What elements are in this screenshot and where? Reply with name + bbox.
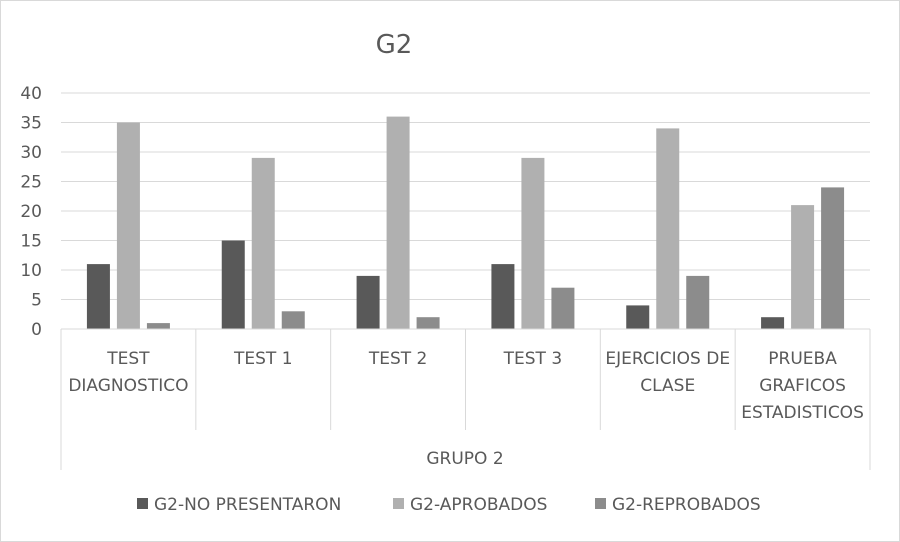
bar <box>221 240 245 329</box>
legend-label: G2-NO PRESENTARON <box>154 495 341 515</box>
y-axis-ticks: 0 5 10 15 20 25 30 35 40 <box>20 84 42 340</box>
bar <box>791 205 815 329</box>
legend: G2-NO PRESENTARON G2-APROBADOS G2-REPROBAD… <box>137 495 761 515</box>
bar <box>386 116 410 329</box>
bar <box>821 187 845 329</box>
y-tick-label: 15 <box>20 232 42 252</box>
legend-swatch <box>595 498 606 509</box>
category-labels: TEST DIAGNOSTICO TEST 1 TEST 2 TEST 3 EJERCIC… <box>68 349 864 423</box>
y-tick-label: 25 <box>20 173 42 193</box>
legend-swatch <box>137 498 148 509</box>
bar <box>551 287 575 329</box>
x-tick-label: PRUEBA <box>768 349 837 369</box>
x-tick-label: CLASE <box>640 376 695 396</box>
bar <box>686 275 710 329</box>
y-tick-label: 10 <box>20 261 42 281</box>
x-tick-label: ESTADISTICOS <box>741 403 864 423</box>
bar <box>356 275 380 329</box>
bar <box>761 317 785 329</box>
x-tick-label: TEST 1 <box>233 349 293 369</box>
y-tick-label: 0 <box>31 320 42 340</box>
x-tick-label: EJERCICIOS DE <box>605 349 730 369</box>
bar <box>626 305 650 329</box>
y-tick-label: 40 <box>20 84 42 104</box>
bar <box>146 323 170 329</box>
legend-label: G2-APROBADOS <box>410 495 547 515</box>
bar <box>86 264 110 329</box>
x-tick-label: DIAGNOSTICO <box>68 376 188 396</box>
bar <box>656 128 680 329</box>
bar <box>416 317 440 329</box>
chart-title: G2 <box>376 30 413 60</box>
bar <box>251 157 275 329</box>
y-tick-label: 20 <box>20 202 42 222</box>
gridlines <box>61 92 870 300</box>
y-tick-label: 35 <box>20 114 42 134</box>
y-tick-label: 5 <box>31 291 42 311</box>
y-tick-label: 30 <box>20 143 42 163</box>
bar <box>491 264 515 329</box>
bar <box>521 157 545 329</box>
legend-label: G2-REPROBADOS <box>612 495 761 515</box>
x-tick-label: TEST 3 <box>503 349 563 369</box>
legend-swatch <box>393 498 404 509</box>
bars <box>86 116 845 329</box>
group-label: GRUPO 2 <box>426 449 503 469</box>
bar <box>116 122 140 329</box>
x-tick-label: GRAFICOS <box>759 376 846 396</box>
bar <box>281 311 305 329</box>
x-axis <box>60 328 871 470</box>
x-tick-label: TEST 2 <box>368 349 428 369</box>
x-tick-label: TEST <box>106 349 150 369</box>
